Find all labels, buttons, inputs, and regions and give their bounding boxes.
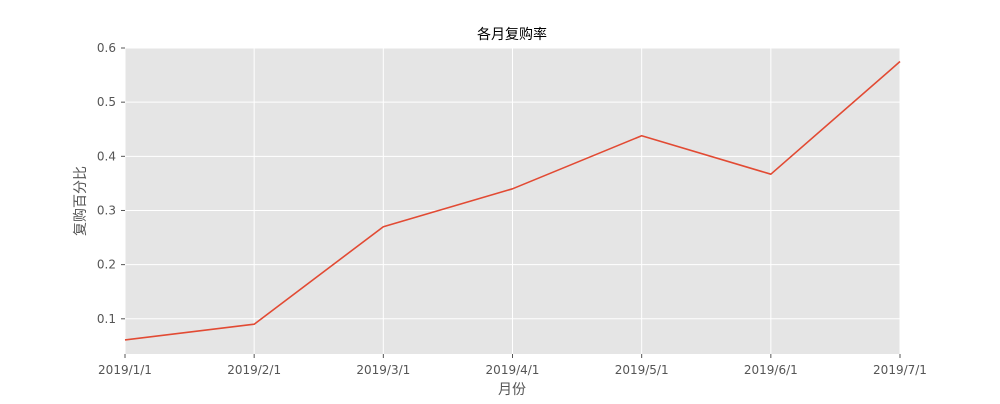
tick-labels: 2019/1/1 2019/2/1 2019/3/1 2019/4/1 2019/5/1… (97, 41, 927, 377)
y-tick-label: 0.4 (97, 149, 116, 163)
y-tick-label: 0.3 (97, 203, 116, 217)
y-tick-label: 0.5 (97, 95, 116, 109)
x-tick-label: 2019/4/1 (486, 363, 540, 377)
series-line (124, 60, 901, 341)
x-tick-label: 2019/3/1 (356, 363, 410, 377)
x-tick-label: 2019/6/1 (744, 363, 798, 377)
y-tick-label: 0.1 (97, 312, 116, 326)
grid-lines (124, 47, 901, 354)
x-tick-label: 2019/5/1 (615, 363, 669, 377)
series-layer (124, 60, 901, 341)
y-axis-label: 复购百分比 (72, 166, 89, 236)
y-tick-label: 0.2 (97, 258, 116, 272)
x-axis-label: 月份 (498, 382, 526, 398)
x-tick-label: 2019/7/1 (873, 363, 927, 377)
x-tick-label: 2019/1/1 (98, 363, 152, 377)
x-tick-label: 2019/2/1 (227, 363, 281, 377)
y-tick-label: 0.6 (97, 41, 116, 55)
chart-title: 各月复购率 (477, 26, 547, 43)
